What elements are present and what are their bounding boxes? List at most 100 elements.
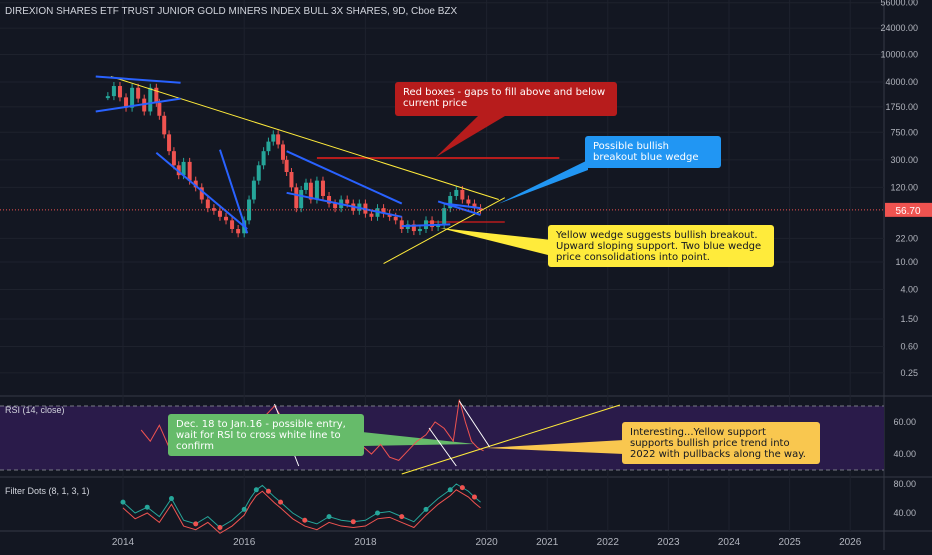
- price-candle-body: [181, 161, 186, 176]
- price-candle-body: [460, 189, 465, 200]
- last-price-label: 56.70: [895, 206, 920, 217]
- price-candle-body: [199, 187, 204, 200]
- price-candle-body: [193, 180, 198, 188]
- price-candle-body: [280, 144, 285, 160]
- filter-dots-tick-label: 80.00: [893, 479, 916, 489]
- filter-dots-line: [122, 483, 481, 529]
- price-candle-body: [320, 180, 325, 196]
- time-tick-label: 2023: [657, 537, 680, 548]
- filter-dot-down: [350, 519, 356, 525]
- price-candle-body: [148, 87, 153, 112]
- price-candle-body: [304, 182, 309, 190]
- price-candle-body: [308, 182, 313, 200]
- filter-dot-down: [217, 525, 223, 530]
- price-candle-body: [236, 228, 241, 234]
- blue-wedge-line: [155, 151, 248, 230]
- filter-dot-down: [278, 499, 284, 505]
- price-candle-body: [105, 96, 110, 99]
- time-tick-label: 2022: [597, 537, 620, 548]
- callout-yellow-wedge: Yellow wedge suggests bullish breakout. …: [548, 225, 774, 267]
- callout-yellow-support: Interesting...Yellow support supports bu…: [622, 422, 820, 464]
- price-tick-label: 22.00: [895, 233, 918, 243]
- price-candle-body: [276, 134, 281, 145]
- time-tick-label: 2021: [536, 537, 559, 548]
- filter-dot-down: [193, 521, 199, 527]
- blue-wedge-line: [95, 97, 181, 113]
- filter-dot-down: [459, 485, 465, 491]
- price-candle-body: [124, 97, 129, 108]
- rsi-yellow-support-line: [401, 404, 621, 475]
- price-candle-body: [284, 159, 289, 172]
- price-tick-label: 0.60: [900, 342, 918, 352]
- blue-wedge-line: [219, 149, 249, 234]
- price-candle-body: [327, 195, 332, 204]
- time-tick-label: 2018: [354, 537, 377, 548]
- price-candle-body: [111, 86, 116, 97]
- filter-dots-line-secondary: [122, 489, 481, 534]
- price-candle-body: [299, 189, 304, 209]
- price-tick-label: 24000.00: [880, 23, 918, 33]
- rsi-tick-label: 60.00: [893, 417, 916, 427]
- price-candle-body: [157, 102, 162, 116]
- price-tick-label: 1.50: [900, 314, 918, 324]
- price-tick-label: 56000.00: [880, 0, 918, 8]
- filter-dot-down: [399, 514, 405, 520]
- price-candle-body: [399, 220, 404, 229]
- price-candle-body: [271, 134, 276, 142]
- filter-dot-up: [375, 510, 381, 516]
- yellow-resistance-line: [110, 76, 499, 201]
- price-tick-label: 4000.00: [885, 77, 918, 87]
- blue-wedge-line: [286, 150, 403, 205]
- callout-yellow-pointer: [440, 228, 552, 256]
- price-candle-body: [448, 195, 453, 209]
- price-candle-body: [454, 189, 459, 196]
- price-candle-body: [224, 216, 229, 221]
- price-candle-body: [411, 224, 416, 232]
- price-candle-body: [251, 180, 256, 200]
- price-tick-label: 120.00: [890, 182, 918, 192]
- price-candle-body: [230, 220, 235, 229]
- price-candle-body: [294, 187, 299, 209]
- filter-dot-up: [326, 514, 332, 520]
- price-candle-body: [369, 213, 374, 217]
- filter-dot-down: [302, 517, 308, 523]
- price-candle-body: [466, 199, 471, 204]
- price-candle-body: [417, 228, 422, 232]
- price-candle-body: [256, 165, 261, 181]
- price-candle-body: [333, 203, 338, 209]
- price-candle-body: [117, 86, 122, 98]
- callout-red-boxes: Red boxes - gaps to fill above and below…: [395, 82, 617, 116]
- callout-blue-wedge: Possible bullish breakout blue wedge: [585, 136, 721, 168]
- price-tick-label: 300.00: [890, 155, 918, 165]
- filter-dot-down: [265, 488, 271, 494]
- price-candle-body: [171, 151, 176, 166]
- filter-dot-down: [471, 494, 477, 500]
- filter-dot-up: [253, 487, 259, 493]
- time-tick-label: 2025: [778, 537, 801, 548]
- rsi-pane-title: RSI (14, close): [5, 405, 65, 415]
- filter-dot-up: [423, 506, 429, 512]
- blue-wedge-line: [286, 191, 402, 218]
- filter-dot-up: [241, 506, 247, 512]
- price-candle-body: [393, 216, 398, 221]
- filter-dots-tick-label: 40.00: [893, 508, 916, 518]
- price-candle-body: [162, 115, 167, 135]
- callout-rsi-pointer: [362, 432, 475, 446]
- price-candle-body: [472, 203, 477, 209]
- callout-support-pointer: [485, 440, 624, 454]
- price-candle-body: [217, 210, 222, 217]
- callout-rsi-entry: Dec. 18 to Jan.16 - possible entry, wait…: [168, 414, 364, 456]
- blue-wedge-line: [95, 75, 181, 84]
- price-candle-body: [167, 134, 172, 152]
- price-candle-body: [266, 141, 271, 152]
- callout-blue-pointer: [498, 160, 588, 204]
- price-candle-body: [345, 199, 350, 204]
- filter-dot-up: [144, 504, 150, 510]
- callout-red-pointer: [436, 116, 505, 157]
- chart-title: DIREXION SHARES ETF TRUST JUNIOR GOLD MI…: [5, 6, 458, 17]
- price-tick-label: 4.00: [900, 285, 918, 295]
- yellow-support-line: [383, 197, 506, 264]
- time-tick-label: 2024: [718, 537, 741, 548]
- rsi-white-line-2: [428, 427, 457, 467]
